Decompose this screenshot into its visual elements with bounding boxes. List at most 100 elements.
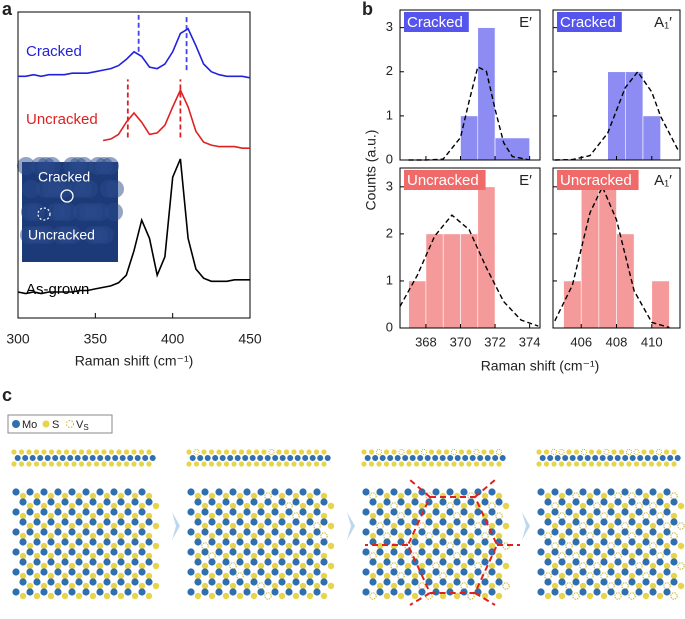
s-atom [572, 532, 580, 540]
mo-atom [279, 455, 286, 461]
s-atom [436, 449, 442, 455]
mo-atom [369, 558, 377, 566]
s-atom [194, 592, 202, 600]
s-atom [68, 502, 76, 510]
s-atom [110, 542, 118, 550]
s-atom [33, 592, 41, 600]
inset-label: Cracked [38, 169, 90, 185]
mo-atom [145, 498, 153, 506]
mo-atom [292, 558, 300, 566]
s-atom [670, 512, 678, 520]
mo-atom [124, 588, 132, 596]
mo-atom [54, 548, 62, 556]
mo-atom [425, 578, 433, 586]
s-atom [201, 562, 209, 570]
s-atom [633, 461, 640, 467]
s-atom [291, 449, 297, 455]
series-label: Cracked [26, 43, 82, 60]
mo-atom [446, 528, 454, 536]
mo-atom [82, 528, 90, 536]
s-atom [215, 522, 223, 530]
mo-atom [656, 498, 664, 506]
s-atom [61, 512, 69, 520]
s-atom [404, 502, 412, 510]
mo-atom [131, 518, 139, 526]
s-atom [223, 449, 230, 455]
s-atom [26, 522, 34, 530]
s-atom [551, 562, 559, 570]
s-atom [208, 449, 215, 455]
mo-atom [362, 528, 370, 536]
mo-atom [607, 588, 615, 596]
s-atom [321, 449, 327, 455]
mo-atom [488, 568, 496, 576]
vacancy [603, 448, 610, 456]
vacancy [404, 542, 412, 550]
mo-atom [394, 455, 401, 461]
s-atom [327, 502, 335, 510]
mo-atom [257, 508, 265, 516]
s-atom [306, 532, 314, 540]
s-atom [246, 461, 252, 467]
mo-atom [44, 455, 51, 461]
mo-atom [82, 508, 90, 516]
s-atom [216, 449, 222, 455]
s-atom [63, 461, 70, 467]
s-atom [648, 449, 655, 455]
vacancy [320, 532, 328, 540]
vacancy [446, 502, 454, 510]
mo-atom [112, 455, 119, 461]
mo-atom [306, 558, 314, 566]
s-atom [145, 532, 153, 540]
vacancy [397, 572, 405, 580]
mo-atom [481, 578, 489, 586]
s-atom [201, 522, 209, 530]
s-atom [321, 461, 327, 467]
s-atom [443, 461, 450, 467]
vacancy [439, 572, 447, 580]
mo-atom [446, 508, 454, 516]
y-tick-label: 2 [386, 225, 393, 240]
s-atom [257, 542, 265, 550]
mo-atom [110, 548, 118, 556]
s-atom [649, 582, 657, 590]
mo-atom [565, 528, 573, 536]
s-atom [194, 492, 202, 500]
s-atom [110, 502, 118, 510]
mo-atom [96, 548, 104, 556]
mo-atom [551, 548, 559, 556]
mo-atom [294, 455, 301, 461]
vacancy [655, 448, 663, 456]
spectrum-line [17, 158, 250, 295]
s-atom [145, 552, 153, 560]
mo-atom [292, 518, 300, 526]
s-atom [391, 461, 397, 467]
mo-atom [264, 498, 272, 506]
mo-atom [19, 558, 27, 566]
s-atom [621, 502, 629, 510]
mo-atom [40, 508, 48, 516]
s-atom [271, 582, 279, 590]
s-atom [86, 449, 92, 455]
mo-atom [579, 528, 587, 536]
vacancy [502, 582, 510, 590]
s-atom [194, 512, 202, 520]
s-atom [460, 522, 468, 530]
mo-atom [554, 455, 561, 461]
histogram-bar [460, 233, 479, 329]
mo-atom [215, 528, 223, 536]
mo-atom [614, 498, 622, 506]
s-atom [68, 522, 76, 530]
s-atom [467, 512, 475, 520]
mo-atom [242, 455, 249, 461]
mo-atom [145, 538, 153, 546]
mo-atom [369, 518, 377, 526]
mo-atom [446, 568, 454, 576]
mo-atom [320, 578, 328, 586]
s-atom [124, 542, 132, 550]
mo-atom [481, 558, 489, 566]
mo-atom [376, 548, 384, 556]
vacancy [656, 552, 664, 560]
mo-atom [272, 455, 279, 461]
panel-label: b [362, 0, 373, 19]
